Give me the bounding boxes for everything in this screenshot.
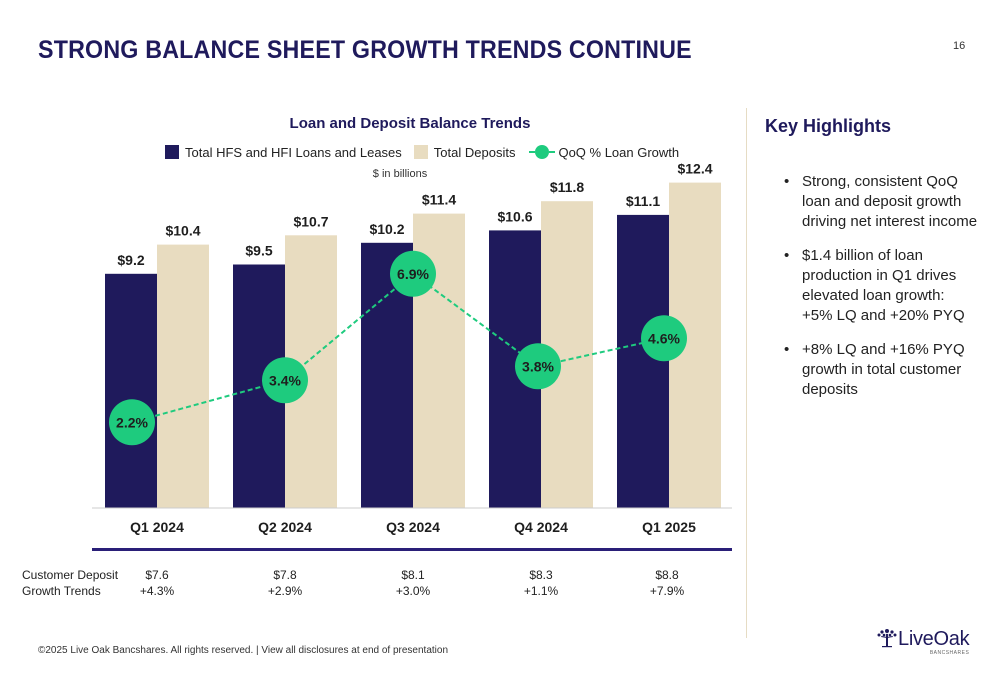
- growth-marker: [641, 315, 687, 362]
- legend-label-growth: QoQ % Loan Growth: [558, 144, 680, 160]
- balance-trends-chart: $9.2 $10.4 Q1 2024 $9.5 $10.7 Q2 2024 $10.2 $11…: [92, 161, 732, 535]
- table-row-label-line-1: Customer Deposit: [22, 568, 119, 582]
- data-label-deposits: $10.7: [293, 213, 328, 229]
- deposit-growth-pct: +4.3%: [139, 584, 175, 598]
- key-highlights-list: Strong, consistent QoQ loan and deposit …: [784, 172, 979, 414]
- x-tick-label: Q1 2024: [130, 519, 184, 535]
- bar-deposits: [157, 244, 209, 508]
- logo-name: LiveOak: [898, 628, 970, 650]
- deposit-growth-pct: +1.1%: [523, 584, 559, 598]
- x-tick-label: Q1 2025: [642, 519, 696, 535]
- growth-label: 2.2%: [116, 414, 148, 430]
- highlight-item: $1.4 billion of loan production in Q1 dr…: [784, 246, 979, 326]
- growth-label: 3.4%: [269, 372, 301, 388]
- deposit-amount: $8.1: [401, 568, 425, 582]
- highlight-item: Strong, consistent QoQ loan and deposit …: [784, 172, 979, 232]
- growth-marker: [109, 399, 155, 446]
- growth-marker: [262, 357, 308, 404]
- page-number: 16: [953, 40, 966, 52]
- x-tick-label: Q2 2024: [258, 519, 312, 535]
- deposit-amount: $8.8: [655, 568, 679, 582]
- bar-loans: [617, 214, 669, 508]
- x-tick-label: Q3 2024: [386, 519, 440, 535]
- table-cell: $7.8 +2.9%: [245, 567, 325, 599]
- table-row-label-line-2: Growth Trends: [22, 584, 101, 598]
- data-label-deposits: $11.4: [422, 192, 456, 208]
- footer-text: ©2025 Live Oak Bancshares. All rights re…: [38, 645, 448, 656]
- legend-swatch-growth: [529, 145, 556, 159]
- chart-legend: Total HFS and HFI Loans and Leases Total…: [165, 143, 691, 161]
- legend-item-growth: QoQ % Loan Growth: [527, 145, 679, 160]
- liveoak-logo: LiveOak BANCSHARES: [876, 628, 970, 656]
- legend-item-deposits: Total Deposits: [413, 144, 516, 160]
- growth-label: 6.9%: [397, 266, 429, 282]
- deposit-amount: $7.8: [273, 568, 297, 582]
- data-label-deposits: $12.4: [677, 161, 712, 177]
- legend-swatch-deposits: [413, 145, 428, 159]
- table-divider: [92, 548, 732, 551]
- data-label-deposits: $10.4: [165, 223, 200, 239]
- key-highlights-title: Key Highlights: [765, 116, 892, 136]
- bar-loans: [105, 273, 157, 508]
- table-cell: $8.8 +7.9%: [627, 567, 707, 599]
- deposit-growth-pct: +2.9%: [267, 584, 303, 598]
- deposit-growth-pct: +3.0%: [395, 584, 431, 598]
- deposit-growth-pct: +7.9%: [649, 584, 685, 598]
- x-tick-label: Q4 2024: [514, 519, 568, 535]
- highlight-item: +8% LQ and +16% PYQ growth in total cust…: [784, 340, 979, 400]
- data-label-deposits: $11.8: [550, 179, 584, 195]
- data-label-loans: $10.2: [369, 221, 404, 237]
- table-cell: $8.1 +3.0%: [373, 567, 453, 599]
- table-row-label: Customer Deposit Growth Trends: [22, 567, 118, 599]
- table-cell: $7.6 +4.3%: [117, 567, 197, 599]
- legend-label-loans: Total HFS and HFI Loans and Leases: [185, 144, 402, 160]
- growth-marker: [390, 250, 436, 297]
- slide-title: STRONG BALANCE SHEET GROWTH TRENDS CONTI…: [38, 36, 692, 64]
- growth-label: 3.8%: [522, 358, 554, 374]
- growth-line: [131, 272, 665, 424]
- growth-marker: [515, 343, 561, 390]
- oak-tree-icon: [877, 629, 897, 648]
- logo-subtitle: BANCSHARES: [929, 650, 970, 656]
- legend-label-deposits: Total Deposits: [433, 144, 516, 160]
- units-note: $ in billions: [372, 168, 428, 180]
- table-cell: $8.3 +1.1%: [501, 567, 581, 599]
- data-label-loans: $9.5: [245, 243, 272, 259]
- legend-swatch-loans: [165, 145, 179, 159]
- data-label-loans: $11.1: [626, 193, 660, 209]
- growth-label: 4.6%: [648, 330, 680, 346]
- deposit-amount: $7.6: [145, 568, 169, 582]
- data-label-loans: $10.6: [497, 208, 532, 224]
- legend-item-loans: Total HFS and HFI Loans and Leases: [165, 145, 402, 160]
- chart-title: Loan and Deposit Balance Trends: [289, 115, 531, 132]
- data-label-loans: $9.2: [117, 252, 144, 268]
- deposit-amount: $8.3: [529, 568, 553, 582]
- vertical-divider: [746, 108, 747, 638]
